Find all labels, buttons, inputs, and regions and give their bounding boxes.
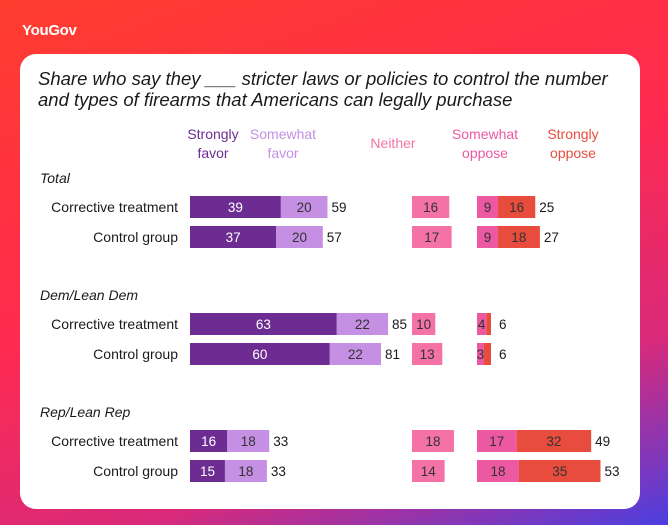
favor-total-label: 57: [327, 230, 342, 245]
column-header-somewhat-favor-line2: favor: [267, 145, 298, 161]
bar-strongly-oppose: [497, 226, 540, 248]
bar-value-strongly-oppose: 35: [552, 464, 567, 479]
bar-value-strongly-oppose: 18: [511, 230, 526, 245]
bar-neither: [412, 313, 436, 335]
bar-value-strongly-oppose: 16: [509, 200, 524, 215]
bar-value-strongly-oppose: 32: [546, 434, 561, 449]
column-header-strongly-favor-line2: favor: [197, 145, 228, 161]
bar-strongly-favor: [190, 460, 225, 482]
bar-strongly-favor: [190, 313, 337, 335]
bar-value-somewhat-oppose: 9: [484, 200, 492, 215]
bar-value-neither: 16: [423, 200, 438, 215]
bar-value-somewhat-favor: 22: [348, 347, 363, 362]
bar-somewhat-favor: [224, 460, 267, 482]
bar-value-somewhat-oppose: 18: [490, 464, 505, 479]
bar-strongly-oppose: [518, 460, 601, 482]
chart-title: Share who say they ___ stricter laws or …: [38, 68, 608, 110]
bar-strongly-oppose: [497, 196, 536, 218]
bar-value-somewhat-oppose: 9: [484, 230, 492, 245]
bar-somewhat-oppose: [477, 460, 519, 482]
bar-somewhat-oppose: [477, 226, 498, 248]
row-label: Control group: [93, 463, 178, 479]
bar-value-somewhat-oppose: 17: [489, 434, 504, 449]
bar-strongly-oppose: [516, 430, 592, 452]
bar-value-strongly-favor: 37: [226, 230, 241, 245]
bar-value-strongly-favor: 39: [228, 200, 243, 215]
bar-neither: [412, 460, 445, 482]
bar-neither: [412, 196, 450, 218]
bar-neither: [412, 343, 443, 365]
bar-value-somewhat-favor: 20: [297, 200, 312, 215]
bar-value-neither: 14: [421, 464, 437, 479]
bar-somewhat-favor: [336, 313, 389, 335]
bar-value-somewhat-oppose: 3: [477, 347, 485, 362]
column-header-strongly-oppose: Strongly: [547, 126, 598, 142]
stacked-bar-chart: Strongly favor Somewhat favor Neither Somewha…: [40, 126, 620, 482]
bar-strongly-favor: [190, 430, 228, 452]
oppose-total-label: 25: [539, 200, 554, 215]
row-label: Corrective treatment: [51, 199, 178, 215]
oppose-total-label: 53: [604, 464, 619, 479]
bar-somewhat-favor: [276, 226, 323, 248]
yougov-logo: YouGov: [22, 22, 77, 39]
bar-value-neither: 18: [425, 434, 440, 449]
row-label: Corrective treatment: [51, 316, 178, 332]
bar-value-somewhat-oppose: 4: [478, 317, 486, 332]
oppose-total-label: 27: [544, 230, 559, 245]
bar-value-somewhat-favor: 18: [238, 464, 253, 479]
favor-total-label: 81: [385, 347, 400, 362]
bar-value-somewhat-favor: 20: [292, 230, 307, 245]
column-header-strongly-oppose-line2: oppose: [550, 145, 596, 161]
bar-somewhat-oppose: [477, 313, 487, 335]
bar-somewhat-oppose: [477, 196, 498, 218]
bar-value-neither: 13: [420, 347, 435, 362]
column-header-neither: Neither: [370, 135, 415, 151]
row-label: Corrective treatment: [51, 433, 178, 449]
favor-total-label: 33: [273, 434, 288, 449]
bar-somewhat-favor: [227, 430, 270, 452]
bar-strongly-favor: [190, 226, 277, 248]
column-header-somewhat-oppose: Somewhat: [452, 126, 518, 142]
row-label: Control group: [93, 346, 178, 362]
bar-value-strongly-favor: 60: [252, 347, 267, 362]
bar-somewhat-favor: [329, 343, 382, 365]
bar-neither: [412, 226, 452, 248]
favor-total-label: 85: [392, 317, 407, 332]
section-title: Dem/Lean Dem: [40, 287, 138, 303]
oppose-total-label: 49: [595, 434, 610, 449]
bar-somewhat-favor: [280, 196, 328, 218]
section-title: Total: [40, 170, 71, 186]
row-label: Control group: [93, 229, 178, 245]
bar-value-strongly-favor: 15: [200, 464, 215, 479]
bar-somewhat-oppose: [477, 430, 517, 452]
bar-strongly-oppose: [486, 313, 491, 335]
favor-total-label: 33: [271, 464, 286, 479]
column-header-strongly-favor: Strongly: [187, 126, 238, 142]
bar-strongly-favor: [190, 343, 330, 365]
oppose-total-label: 6: [499, 347, 507, 362]
chart-card: Share who say they ___ stricter laws or …: [20, 54, 640, 509]
bar-value-neither: 10: [416, 317, 431, 332]
bar-value-somewhat-favor: 22: [355, 317, 370, 332]
bar-strongly-oppose: [483, 343, 491, 365]
bar-value-neither: 17: [424, 230, 439, 245]
bar-value-strongly-favor: 63: [256, 317, 271, 332]
bar-value-somewhat-favor: 18: [241, 434, 256, 449]
column-header-somewhat-oppose-line2: oppose: [462, 145, 508, 161]
bar-strongly-favor: [190, 196, 281, 218]
favor-total-label: 59: [331, 200, 346, 215]
bar-neither: [412, 430, 454, 452]
bar-value-strongly-favor: 16: [201, 434, 216, 449]
oppose-total-label: 6: [499, 317, 507, 332]
column-header-somewhat-favor: Somewhat: [250, 126, 316, 142]
section-title: Rep/Lean Rep: [40, 404, 131, 420]
bar-somewhat-oppose: [477, 343, 484, 365]
